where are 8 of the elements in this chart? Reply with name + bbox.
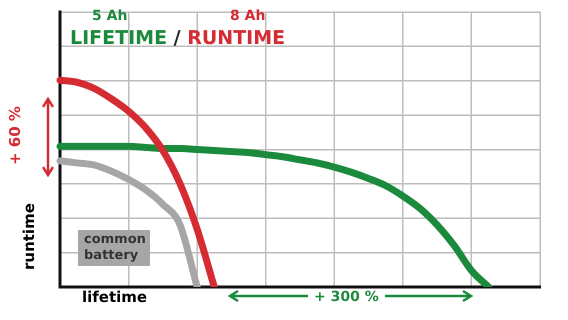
- x-axis-title: lifetime: [82, 288, 148, 306]
- text: 8 Ah: [230, 8, 266, 24]
- text: + 60 %: [6, 106, 24, 165]
- text: + 300 %: [308, 289, 385, 305]
- y-axis-title: runtime: [20, 203, 38, 270]
- text: 5 Ah: [92, 8, 128, 24]
- annotation: common battery: [78, 230, 150, 266]
- chart-title: LIFETIME / RUNTIME: [70, 27, 286, 49]
